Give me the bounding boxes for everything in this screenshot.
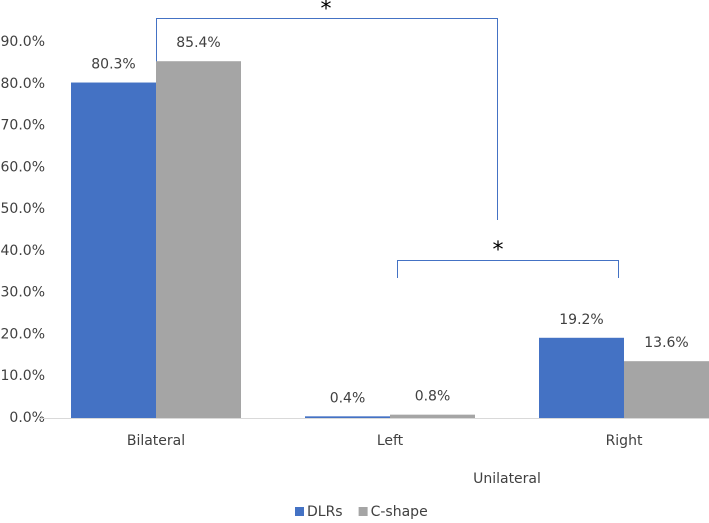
value-label: 0.4% bbox=[330, 390, 366, 406]
legend-swatch bbox=[295, 507, 304, 516]
y-tick-label: 90.0% bbox=[1, 34, 45, 50]
x-tick-label: Right bbox=[606, 433, 643, 449]
annotation: * bbox=[321, 0, 332, 22]
y-tick-label: 0.0% bbox=[9, 410, 45, 426]
value-label: 19.2% bbox=[559, 312, 603, 328]
legend-label: C-shape bbox=[371, 504, 428, 520]
legend-label: DLRs bbox=[307, 504, 343, 520]
bar bbox=[539, 337, 624, 418]
x-tick-label: Bilateral bbox=[127, 433, 185, 449]
y-tick-label: 40.0% bbox=[1, 243, 45, 259]
bar bbox=[156, 61, 241, 419]
y-tick-label: 10.0% bbox=[1, 368, 45, 384]
y-tick-label: 70.0% bbox=[1, 118, 45, 134]
legend-swatch bbox=[358, 507, 368, 516]
significance-bracket bbox=[397, 260, 619, 278]
bar bbox=[624, 361, 709, 418]
y-tick-label: 20.0% bbox=[1, 326, 45, 342]
y-tick-label: 80.0% bbox=[1, 76, 45, 92]
x-tick-label: Left bbox=[377, 433, 404, 449]
bar bbox=[305, 416, 390, 418]
value-label: 85.4% bbox=[176, 35, 220, 51]
significance-bracket bbox=[156, 18, 498, 220]
value-label: 0.8% bbox=[415, 389, 451, 405]
bar bbox=[71, 82, 156, 418]
y-tick-label: 50.0% bbox=[1, 201, 45, 217]
annotation: * bbox=[493, 238, 504, 263]
value-label: 80.3% bbox=[91, 57, 135, 73]
y-tick-label: 60.0% bbox=[1, 159, 45, 175]
bar bbox=[390, 414, 475, 418]
value-label: 13.6% bbox=[644, 335, 688, 351]
x-group-label: Unilateral bbox=[473, 471, 541, 487]
y-tick-label: 30.0% bbox=[1, 285, 45, 301]
